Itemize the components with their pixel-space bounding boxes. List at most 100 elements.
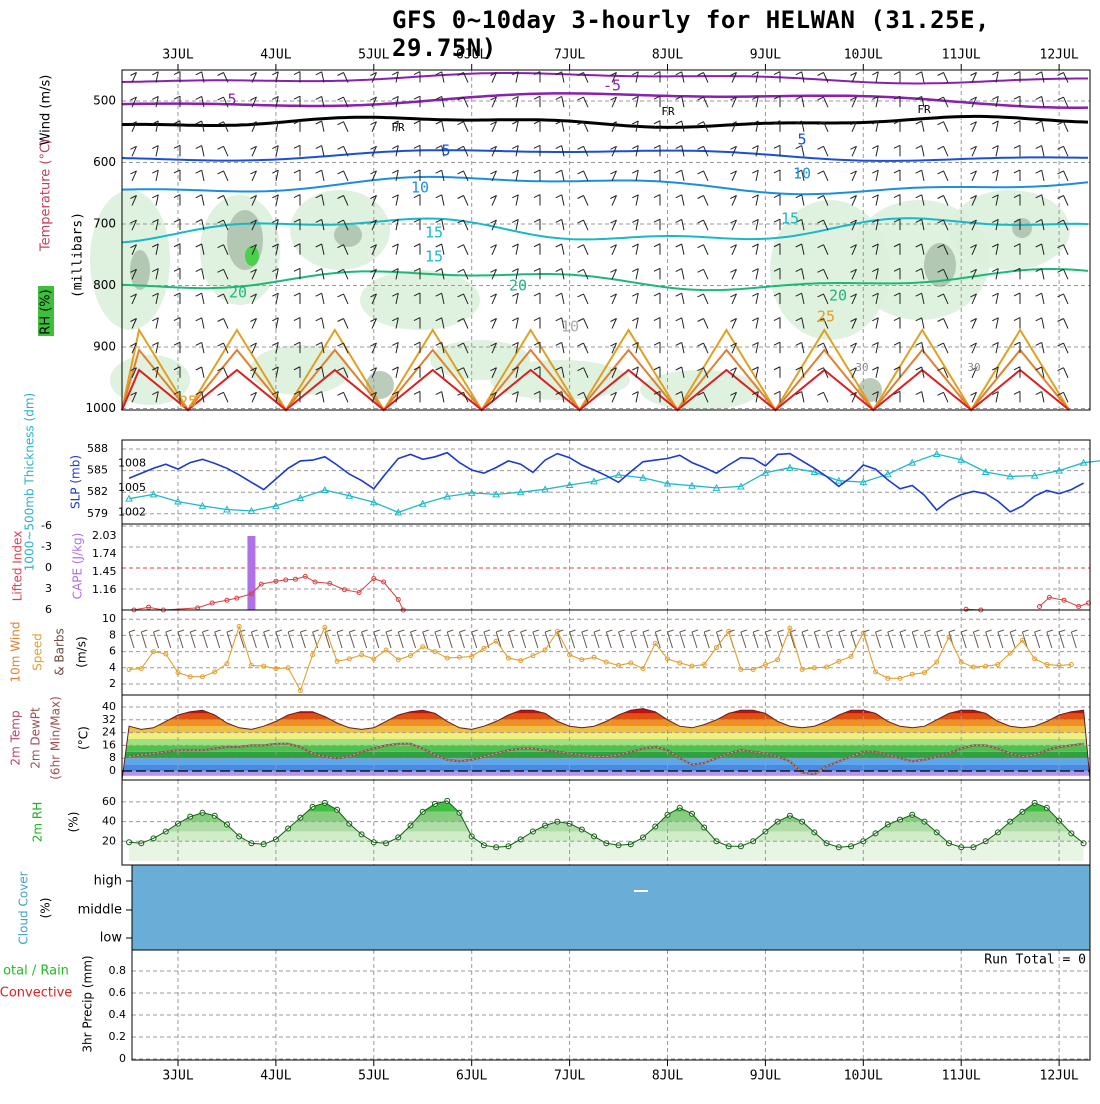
upper-tick-700: 700 [93,217,116,231]
wind-barb [321,71,325,83]
wind-barb-flag [555,366,562,371]
wind-barb [921,243,925,255]
wind-barb [131,318,137,329]
wind-barb [943,244,949,255]
wind10-barb-flag [863,629,870,633]
wind-barb-flag [512,243,519,248]
cloud-level-low: low [100,931,123,946]
wind-barb [275,145,279,157]
wind-barb-flag [152,71,159,76]
wind-barb [515,391,519,403]
temp-tick-24: 24 [102,726,116,739]
wind-barb-flag [533,267,541,272]
wind-barb-flag [337,170,344,175]
wind-barb-flag [1013,317,1021,321]
wind10-barb [165,631,172,649]
wind-barb-flag [250,293,257,298]
wind-barb [583,244,589,255]
wind-barb-flag [152,243,159,248]
wind-barb [1063,96,1069,108]
wind-barb-flag [653,120,661,125]
wind-barb-flag [937,391,944,396]
wind-barb-flag [893,243,901,248]
wind-barb [995,293,999,305]
isotherm-10 [121,175,1089,196]
wind-barb-flag [610,293,617,298]
wind-barb-flag [937,244,944,249]
wind-barb [971,293,977,305]
wind-barb-flag [970,244,977,249]
wind-barb [223,96,229,108]
wind-barb [801,391,805,403]
wind-barb [441,170,445,182]
contour-label: FR [661,105,675,118]
wind-barb-flag [512,292,519,297]
wind-barb-flag [315,341,322,346]
wind10-barb-flag [471,629,478,633]
wind-barb-flag [130,219,137,224]
wind-barb-flag [992,71,999,76]
wind-barb-flag [915,95,922,100]
wind-barb-flag [173,120,181,125]
wind-barb [395,268,399,280]
rh-tick-20: 20 [102,834,116,847]
wind10-barb-flag [324,629,332,633]
wind-barb-flag [337,268,344,273]
wind-barb-flag [1035,145,1042,150]
wind-barb-flag [697,293,704,298]
wind-barb-flag [413,267,421,272]
cape-bar [247,536,256,610]
wind-barb-flag [435,95,442,100]
wind-barb-flag [653,267,661,272]
wind-barb-flag [250,244,257,249]
wind-barb [823,121,829,132]
wind-barb [875,120,879,132]
top-day-label-10JUL: 10JUL [844,48,883,63]
wind-barb [875,391,879,403]
wind-barb-flag [577,244,584,249]
wind-barb [801,96,805,108]
wind-barb-flag [752,169,759,174]
wind-barb [943,170,949,182]
wind-barb-flag [730,244,737,249]
wind-barb-flag [1035,391,1042,396]
slp-tick-1002: 1002 [118,506,146,519]
wind-barb-flag [293,144,301,149]
wind-barb-flag [315,194,322,199]
wind-barb-flag [610,170,617,175]
wind-barb [611,72,617,83]
wind10-barb [410,631,416,649]
wind-barb-flag [293,243,301,248]
wind-barb [635,342,639,354]
wind-barb-flag [697,72,704,76]
wind-barb-flag [577,121,584,126]
temp-band [122,719,1090,727]
rh-band [129,801,1084,812]
wind-barb-flag [250,391,257,396]
wind-barb [703,170,709,182]
temp-band [122,713,1090,720]
wind-barb [395,293,399,305]
wind-barb-flag [850,170,857,175]
wind-barb [921,342,925,354]
wind10-barb-flag [263,629,270,633]
wind-barb-flag [1035,243,1042,248]
wind-barb-flag [217,293,224,298]
wind-barb [251,121,257,132]
wind10-barb [777,631,784,649]
wind-barb-flag [555,391,562,396]
wind-barb [851,121,857,132]
upper-tick-800: 800 [93,278,116,292]
wind10-barb-flag [459,629,466,633]
wind-barb-flag [370,268,377,273]
wind-barb-flag [370,145,377,150]
wind10-marker [640,666,646,672]
wind-barb [875,96,879,108]
wind-barb-flag [577,293,584,298]
wind-barb [635,243,639,255]
contour-label: 5 [797,131,806,149]
wind-barb-flag [773,292,781,297]
wind-barb-flag [730,318,737,322]
cape-tick-1.16: 1.16 [92,583,117,596]
contour-label: FR [917,103,931,116]
